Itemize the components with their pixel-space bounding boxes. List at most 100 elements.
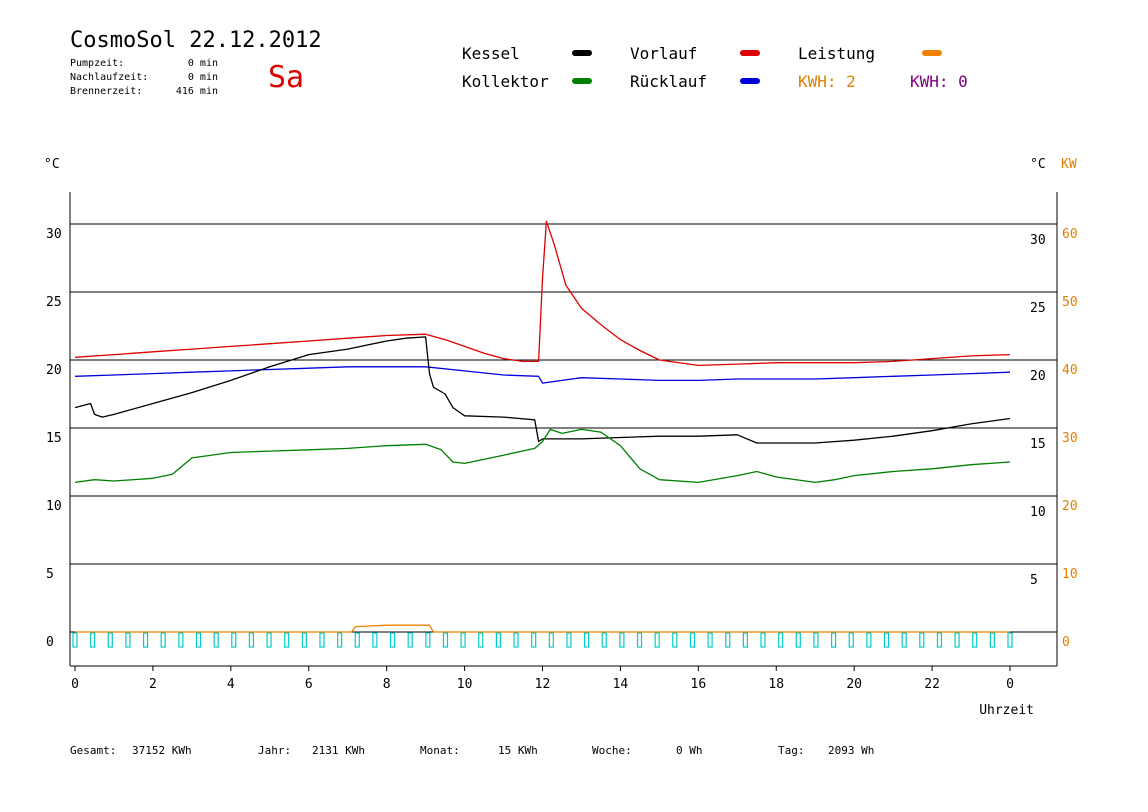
woche-value: 0 Wh <box>676 744 703 757</box>
nachlaufzeit-stat: Nachlaufzeit: 0 min <box>70 72 218 83</box>
legend-kessel-label: Kessel <box>462 44 520 63</box>
pump-indicator-mark <box>813 632 819 648</box>
y-left-tick-label: 0 <box>46 635 54 650</box>
pump-indicator-mark <box>601 632 607 648</box>
legend-ruecklauf-label: Rücklauf <box>630 72 708 91</box>
pump-indicator-mark <box>266 632 272 648</box>
series-vorlauf-line <box>74 220 1011 367</box>
y-right-temp-tick-label: 15 <box>1030 437 1046 452</box>
pump-indicator-mark <box>72 632 78 648</box>
y-right-temp-tick-label: 25 <box>1030 301 1046 316</box>
nachlaufzeit-label: Nachlaufzeit: <box>70 72 149 83</box>
nachlaufzeit-value: 0 min <box>187 72 218 83</box>
pump-indicator-mark <box>989 632 995 648</box>
pump-indicator-mark <box>90 632 96 648</box>
pumpzeit-stat: Pumpzeit: 0 min <box>70 58 218 69</box>
y-left-tick-label: 20 <box>46 363 62 378</box>
legend-vorlauf-label: Vorlauf <box>630 44 698 63</box>
pump-indicator-mark <box>636 632 643 648</box>
y-right-power-tick-label: 30 <box>1062 431 1078 446</box>
pump-indicator-mark <box>107 632 113 648</box>
series-ruecklauf-line <box>74 366 1011 384</box>
x-tick-label: 10 <box>457 677 473 692</box>
brennerzeit-value: 416 min <box>175 86 218 97</box>
pump-indicator-mark <box>231 632 237 648</box>
pump-indicator-mark <box>478 632 484 648</box>
x-tick-label: 16 <box>691 677 707 692</box>
series-kessel-line <box>74 336 1011 444</box>
series-kollektor-line <box>74 428 1011 484</box>
woche-label: Woche: <box>592 744 632 757</box>
pump-indicator-mark <box>548 632 554 648</box>
pump-indicator-mark <box>425 632 431 648</box>
pump-indicator-mark <box>654 632 660 648</box>
y-right-power-tick-label: 50 <box>1062 295 1078 310</box>
pump-indicator-mark <box>919 632 925 648</box>
pump-indicator-mark <box>619 632 625 648</box>
legend-leistung-swatch <box>922 50 942 56</box>
x-tick-label: 2 <box>149 677 157 692</box>
brennerzeit-stat: Brennerzeit: 416 min <box>70 86 218 97</box>
pump-indicator-mark <box>372 632 378 648</box>
gesamt-value: 37152 KWh <box>132 744 192 757</box>
y-right-temp-tick-label: 10 <box>1030 505 1046 520</box>
pump-indicator-mark <box>848 632 854 648</box>
legend-vorlauf-swatch <box>740 50 760 56</box>
pump-indicator-mark <box>319 632 325 648</box>
tag-label: Tag: <box>778 744 805 757</box>
x-tick-label: 22 <box>924 677 940 692</box>
pump-indicator-mark <box>284 632 290 648</box>
y-left-tick-label: 15 <box>46 431 62 446</box>
x-tick-label: 8 <box>383 677 391 692</box>
x-tick-label: 6 <box>305 677 313 692</box>
pump-indicator-mark <box>672 632 678 648</box>
x-tick-label: 0 <box>71 677 79 692</box>
pump-indicator-mark <box>901 632 907 648</box>
pump-indicator-mark <box>1007 632 1013 648</box>
kwh-other-value: 0 <box>958 72 968 91</box>
legend-ruecklauf-swatch <box>740 78 760 84</box>
page-title: CosmoSol 22.12.2012 <box>70 28 322 53</box>
pump-indicator-mark <box>195 632 202 648</box>
pump-indicator-mark <box>795 632 801 648</box>
x-tick-label: 14 <box>613 677 629 692</box>
pump-indicator-mark <box>354 632 360 648</box>
y-right-power-tick-label: 20 <box>1062 499 1078 514</box>
pump-indicator-mark <box>954 632 960 648</box>
legend-kollektor-swatch <box>572 78 592 84</box>
y-right-power-tick-label: 0 <box>1062 635 1070 650</box>
legend-leistung-label: Leistung <box>798 44 876 63</box>
kwh-solar-label: KWH: <box>798 72 837 91</box>
y-left-tick-label: 5 <box>46 567 54 582</box>
pump-indicator-mark <box>689 632 696 648</box>
y-right-temp-tick-label: 5 <box>1030 573 1038 588</box>
jahr-value: 2131 KWh <box>312 744 365 757</box>
y-right-power-tick-label: 40 <box>1062 363 1078 378</box>
pump-indicator-mark <box>972 632 978 648</box>
pump-indicator-mark <box>584 632 590 648</box>
legend-kessel-swatch <box>572 50 592 56</box>
y-left-unit-label: °C <box>44 157 60 172</box>
pump-indicator-mark <box>566 632 572 648</box>
y-right-power-tick-label: 10 <box>1062 567 1078 582</box>
kwh-other: KWH: 0 <box>910 72 968 91</box>
pump-indicator-mark <box>513 632 519 648</box>
x-axis-title: Uhrzeit <box>979 703 1034 718</box>
y-right-power-unit-label: KW <box>1061 157 1077 172</box>
pump-indicator-mark <box>301 632 307 648</box>
pumpzeit-label: Pumpzeit: <box>70 58 125 69</box>
y-left-tick-label: 30 <box>46 227 62 242</box>
kwh-solar: KWH: 2 <box>798 72 856 91</box>
pump-indicator-mark <box>460 632 466 648</box>
monat-value: 15 KWh <box>498 744 538 757</box>
pump-indicator-mark <box>337 632 343 648</box>
y-right-power-tick-label: 60 <box>1062 227 1078 242</box>
monat-label: Monat: <box>420 744 460 757</box>
y-right-temp-tick-label: 30 <box>1030 233 1046 248</box>
tag-value: 2093 Wh <box>828 744 875 757</box>
pump-indicator-mark <box>407 632 413 648</box>
jahr-label: Jahr: <box>258 744 292 757</box>
y-right-temp-tick-label: 20 <box>1030 369 1046 384</box>
pump-indicator-mark <box>725 632 731 648</box>
